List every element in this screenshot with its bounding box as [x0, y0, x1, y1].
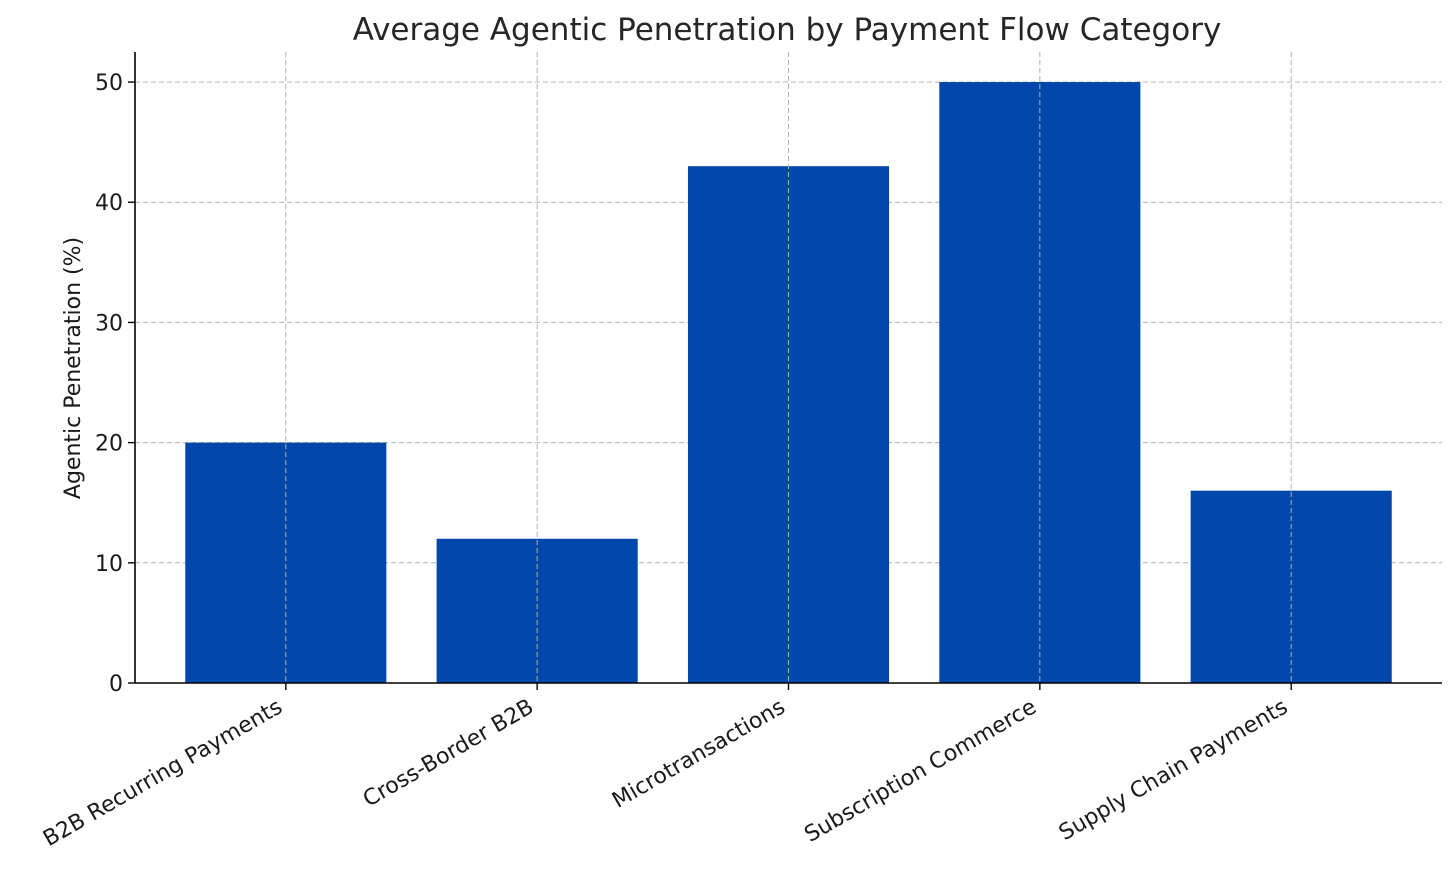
- y-tick-label: 30: [95, 311, 123, 336]
- bar: [185, 442, 387, 683]
- x-tick-label: Microtransactions: [608, 695, 789, 814]
- y-tick-label: 40: [95, 191, 123, 216]
- y-tick-label: 0: [109, 672, 123, 697]
- bar: [1190, 490, 1392, 683]
- x-grid-lines: [285, 52, 1292, 683]
- x-tick-label: B2B Recurring Payments: [39, 695, 287, 852]
- x-tick-label: Subscription Commerce: [800, 695, 1040, 848]
- x-ticks: B2B Recurring Payments Cross-Border B2B Mi…: [39, 683, 1292, 852]
- y-tick-label: 50: [95, 71, 123, 96]
- y-axis-label: Agentic Penetration (%): [61, 237, 86, 499]
- x-tick-label: Cross-Border B2B: [359, 695, 538, 813]
- chart-title: Average Agentic Penetration by Payment F…: [353, 12, 1222, 48]
- x-tick-label: Supply Chain Payments: [1055, 695, 1292, 846]
- y-tick-label: 10: [95, 552, 123, 577]
- y-ticks: 0 10 20 30 40 50: [95, 71, 135, 697]
- bar: [436, 538, 638, 683]
- y-tick-label: 20: [95, 432, 123, 457]
